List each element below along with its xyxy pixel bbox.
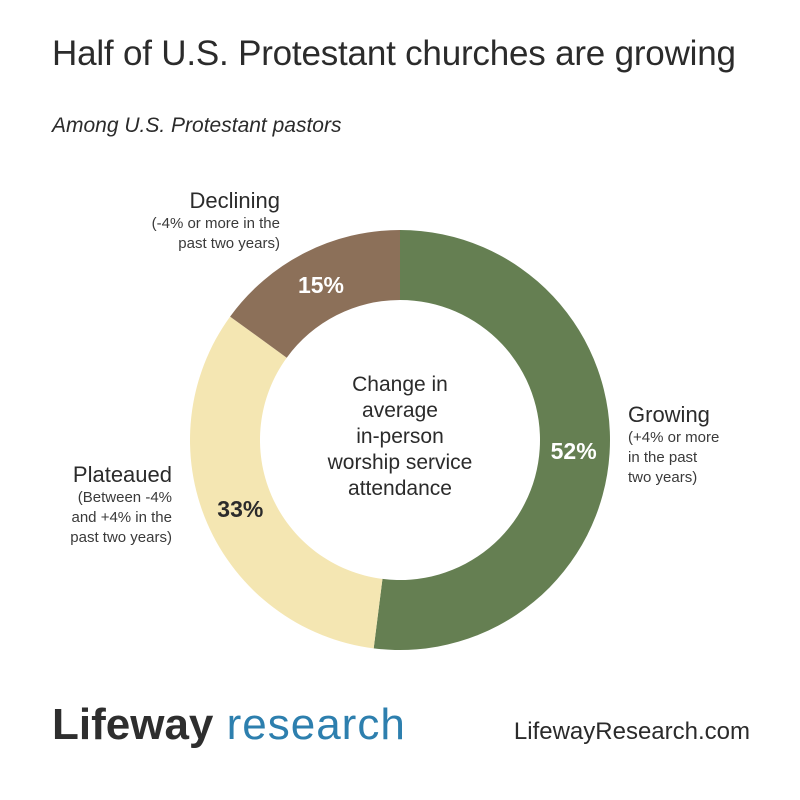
donut-center-label: Change in average in-person worship serv… [300, 372, 500, 502]
desc-line: and +4% in the [71, 509, 173, 526]
value-label-growing: 52% [551, 438, 597, 464]
desc-line: (+4% or more [628, 429, 720, 446]
desc-line: two years) [628, 469, 698, 486]
brand-lifeway: Lifeway [52, 700, 214, 749]
slice-name-plateaued: Plateaued [72, 462, 172, 487]
lifeway-research-logo: Lifeway research [52, 700, 406, 750]
value-label-plateaued: 33% [217, 496, 263, 522]
slice-declining [230, 229, 400, 358]
desc-line: past two years) [178, 235, 280, 252]
center-line: Change in [352, 373, 448, 396]
page-title: Half of U.S. Protestant churches are gro… [52, 34, 736, 73]
slice-growing [373, 230, 610, 650]
slice-name-declining: Declining [189, 188, 281, 213]
slice-desc-plateaued: (Between -4% and +4% in the past two yea… [70, 488, 172, 548]
legend-plateaued: Plateaued (Between -4% and +4% in the pa… [70, 462, 172, 548]
site-url[interactable]: LifewayResearch.com [513, 718, 750, 745]
desc-line: in the past [628, 449, 698, 466]
slice-desc-declining: (-4% or more in the past two years) [152, 214, 280, 254]
center-line: average [362, 399, 438, 422]
value-label-declining: 15% [298, 272, 344, 298]
slice-name-growing: Growing [628, 402, 710, 427]
slice-plateaued [189, 316, 383, 649]
center-line: in-person [356, 425, 444, 448]
brand-research: research [213, 700, 406, 749]
desc-line: (Between -4% [77, 489, 172, 506]
page-subtitle: Among U.S. Protestant pastors [52, 114, 342, 137]
legend-growing: Growing (+4% or more in the past two yea… [628, 402, 719, 488]
slice-desc-growing: (+4% or more in the past two years) [628, 428, 719, 488]
center-line: worship service [327, 451, 473, 474]
desc-line: (-4% or more in the [151, 215, 280, 232]
legend-declining: Declining (-4% or more in the past two y… [152, 188, 280, 254]
center-line: attendance [348, 477, 452, 500]
desc-line: past two years) [70, 529, 172, 546]
